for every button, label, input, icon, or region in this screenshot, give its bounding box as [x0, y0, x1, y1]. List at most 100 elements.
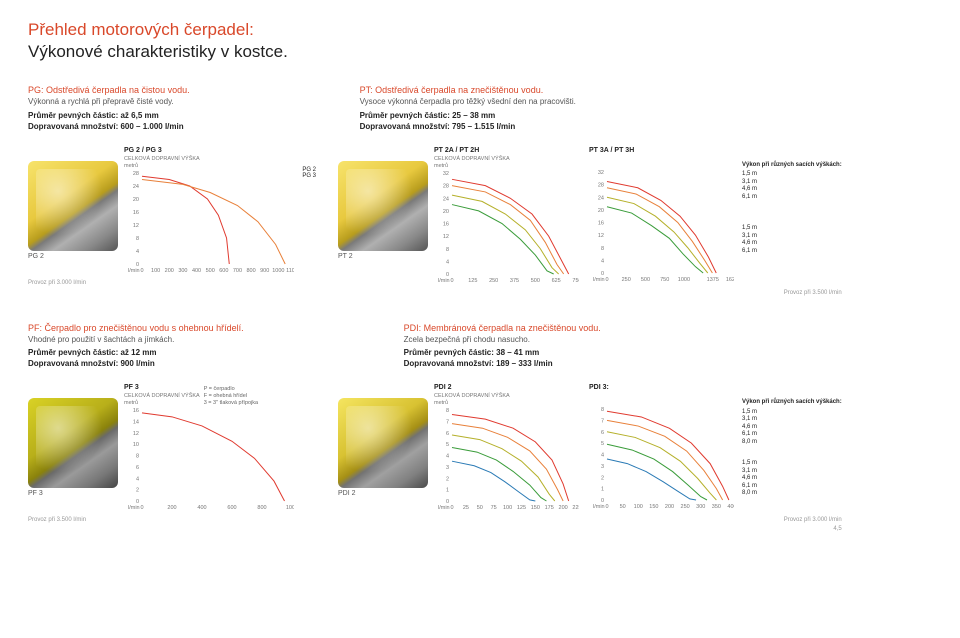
height-item: 3,1 m	[742, 233, 842, 241]
svg-text:12: 12	[133, 431, 139, 437]
chart-ylabel-pdi: CELKOVÁ DOPRAVNÍ VÝŠKA	[434, 393, 579, 399]
height-item: 6,1 m	[742, 431, 842, 439]
svg-text:300: 300	[696, 504, 705, 510]
pf-spec1: Průměr pevných částic: až 12 mm	[28, 348, 244, 359]
svg-text:28: 28	[133, 171, 139, 177]
height-item: 6,1 m	[742, 483, 842, 491]
height-item: 6,1 m	[742, 248, 842, 256]
svg-text:l/min: l/min	[438, 505, 450, 511]
svg-text:8: 8	[446, 246, 449, 252]
pump-photo-pf	[28, 398, 118, 488]
svg-text:200: 200	[165, 268, 174, 274]
chart-ylabel2-pt: metrů	[434, 163, 579, 169]
svg-text:1100: 1100	[286, 268, 294, 274]
svg-text:250: 250	[681, 504, 690, 510]
svg-text:20: 20	[598, 207, 604, 213]
svg-text:16: 16	[598, 220, 604, 226]
pg-spec2: Dopravovaná množství: 600 – 1.000 l/min	[28, 122, 190, 133]
chart-pdi1: 0123456780255075100125150175200225l/min	[434, 408, 579, 513]
height-item: 1,5 m	[742, 171, 842, 179]
chart-pg-title: PG 2 / PG 3	[124, 147, 294, 154]
svg-text:1000: 1000	[272, 268, 284, 274]
svg-text:3: 3	[601, 464, 604, 470]
heights-head-pdi: Výkon při různých sacích výškách:	[742, 399, 842, 407]
svg-text:l/min: l/min	[128, 505, 140, 511]
svg-text:20: 20	[443, 208, 449, 214]
pg-head: PG: Odstředivá čerpadla na čistou vodu.	[28, 84, 190, 96]
svg-text:5: 5	[601, 441, 604, 447]
chart-ylabel-pt: CELKOVÁ DOPRAVNÍ VÝŠKA	[434, 156, 579, 162]
svg-text:7: 7	[446, 419, 449, 425]
svg-text:4: 4	[136, 249, 139, 255]
svg-text:50: 50	[620, 504, 626, 510]
chart-pt2-title: PT 3A / PT 3H	[589, 147, 734, 154]
svg-text:4: 4	[446, 259, 449, 265]
svg-text:8: 8	[601, 407, 604, 413]
svg-text:28: 28	[443, 183, 449, 189]
key-line: 3 = 3" tlaková přípojka	[204, 400, 258, 407]
footer-num: 4,5	[338, 526, 842, 532]
svg-text:2: 2	[601, 475, 604, 481]
svg-text:6: 6	[136, 465, 139, 471]
svg-text:250: 250	[489, 278, 498, 284]
svg-text:200: 200	[559, 505, 568, 511]
svg-text:1: 1	[446, 488, 449, 494]
svg-text:10: 10	[133, 442, 139, 448]
svg-text:100: 100	[634, 504, 643, 510]
svg-text:900: 900	[260, 268, 269, 274]
svg-text:12: 12	[598, 233, 604, 239]
svg-text:l/min: l/min	[128, 268, 140, 274]
svg-text:750: 750	[660, 277, 669, 283]
svg-text:8: 8	[601, 245, 604, 251]
pump-photo-pg	[28, 161, 118, 251]
pump-photo-pdi	[338, 398, 428, 488]
chart-ylabel2-pdi: metrů	[434, 400, 579, 406]
svg-text:100: 100	[503, 505, 512, 511]
svg-text:600: 600	[219, 268, 228, 274]
svg-text:350: 350	[712, 504, 721, 510]
chart-pf-title: PF 3	[124, 384, 200, 391]
ops-pdi: Provoz při 3.000 l/min	[784, 517, 842, 523]
chart-pt1: 0481216202428320125250375500625750l/min	[434, 171, 579, 286]
svg-text:225: 225	[572, 505, 579, 511]
svg-text:1000: 1000	[286, 505, 294, 511]
svg-text:0: 0	[605, 277, 608, 283]
svg-text:150: 150	[531, 505, 540, 511]
svg-text:500: 500	[206, 268, 215, 274]
svg-text:l/min: l/min	[593, 277, 605, 283]
chart-pdi2: 012345678050100150200250300350400l/min	[589, 407, 734, 512]
svg-text:2: 2	[446, 476, 449, 482]
pt-sub: Vysoce výkonná čerpadla pro těžký všední…	[360, 97, 576, 108]
chart-pdi2-title: PDI 3:	[589, 384, 734, 391]
pt-spec1: Průměr pevných částic: 25 – 38 mm	[360, 111, 576, 122]
svg-text:16: 16	[133, 408, 139, 414]
svg-text:175: 175	[545, 505, 554, 511]
sub-title: Výkonové charakteristiky v kostce.	[28, 42, 932, 62]
svg-text:250: 250	[622, 277, 631, 283]
svg-text:4: 4	[601, 258, 604, 264]
svg-text:7: 7	[601, 418, 604, 424]
svg-text:1375: 1375	[707, 277, 719, 283]
height-item: 3,1 m	[742, 179, 842, 187]
chart-pt2: 0481216202428320250500750100013751625l/m…	[589, 170, 734, 285]
chart-ylabel2-pf: metrů	[124, 400, 200, 406]
svg-text:32: 32	[598, 170, 604, 176]
height-item: 1,5 m	[742, 225, 842, 233]
svg-text:16: 16	[443, 221, 449, 227]
svg-text:100: 100	[151, 268, 160, 274]
svg-text:5: 5	[446, 442, 449, 448]
svg-text:25: 25	[463, 505, 469, 511]
ops-pt: Provoz při 3.500 l/min	[784, 290, 842, 296]
height-item: 4,6 m	[742, 475, 842, 483]
svg-text:4: 4	[601, 453, 604, 459]
svg-text:750: 750	[572, 278, 579, 284]
svg-text:16: 16	[133, 210, 139, 216]
pump-label-pf: PF 3	[28, 490, 124, 497]
svg-text:200: 200	[167, 505, 176, 511]
key-line: F = ohebná hřídel	[204, 393, 258, 400]
svg-text:200: 200	[665, 504, 674, 510]
pg-series-1: PG 2	[302, 167, 316, 173]
svg-text:150: 150	[649, 504, 658, 510]
svg-text:1: 1	[601, 487, 604, 493]
height-item: 4,6 m	[742, 240, 842, 248]
